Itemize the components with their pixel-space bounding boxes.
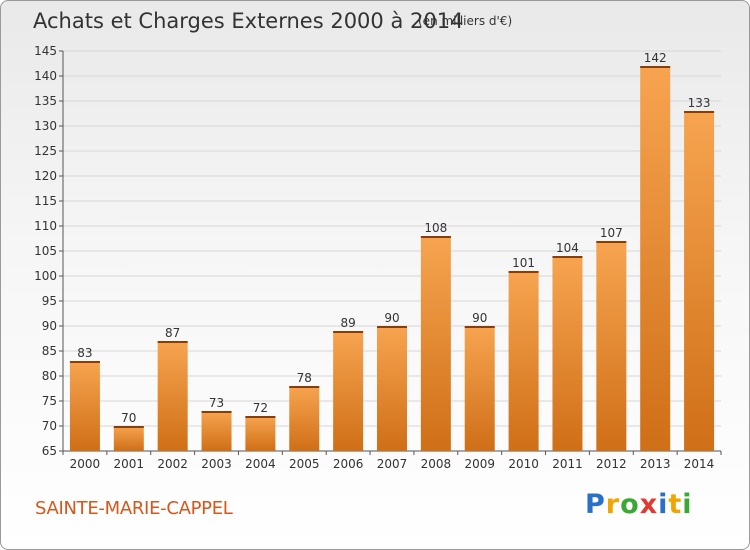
bar-top-edge [113,426,144,428]
proxiti-logo[interactable]: Proxiti [585,489,693,520]
value-label: 90 [384,311,399,325]
x-tick-label: 2008 [421,457,452,471]
value-label: 108 [424,221,447,235]
y-tick-label: 65 [42,444,57,458]
logo-letter: i [658,489,669,520]
bar-top-edge [245,416,276,418]
logo-letter: x [639,489,659,520]
value-label: 78 [297,371,312,385]
y-tick-label: 80 [42,369,57,383]
bar-top-edge [552,256,583,258]
y-tick-label: 75 [42,394,57,408]
y-tick-label: 120 [34,169,57,183]
value-label: 83 [77,346,92,360]
bar-2007 [377,326,407,451]
y-tick-label: 115 [34,194,57,208]
bar-2004 [245,416,276,451]
logo-letter: o [620,489,640,520]
bars [69,66,715,451]
bar-2011 [552,256,583,451]
bar-top-edge [508,271,539,273]
y-tick-label: 105 [34,244,57,258]
x-tick-label: 2006 [333,457,364,471]
labels: 83 2000 70 2001 87 2002 73 2003 72 2004 78 2005 89 20… [70,51,715,471]
bar-2006 [333,331,364,451]
bar-top-edge [684,111,715,113]
bar-top-edge [377,326,407,328]
y-tick-label: 85 [42,344,57,358]
logo-letter: t [668,489,683,520]
x-tick-label: 2001 [114,457,145,471]
x-tick-label: 2012 [596,457,627,471]
value-label: 89 [340,316,355,330]
chart-title: Achats et Charges Externes 2000 à 2014 [33,9,464,33]
value-label: 90 [472,311,487,325]
bar-2001 [113,426,144,451]
x-tick-label: 2009 [464,457,495,471]
value-label: 87 [165,326,180,340]
bar-2005 [289,386,320,451]
y-tick-label: 70 [42,419,57,433]
y-tick-label: 125 [34,144,57,158]
bar-2008 [420,236,451,451]
bar-top-edge [157,341,188,343]
x-tick-label: 2004 [245,457,276,471]
x-tick-label: 2003 [201,457,232,471]
logo-letter: P [585,489,606,520]
value-label: 104 [556,241,579,255]
bar-top-edge [640,66,671,68]
bar-2013 [640,66,671,451]
bar-2003 [201,411,232,451]
bar-2009 [464,326,495,451]
y-tick-label: 145 [34,44,57,58]
value-label: 73 [209,396,224,410]
bar-2012 [596,241,627,451]
bar-top-edge [69,361,100,363]
y-tick-label: 130 [34,119,57,133]
value-label: 142 [644,51,667,65]
x-tick-label: 2000 [70,457,101,471]
bar-top-edge [420,236,451,238]
y-tick-label: 95 [42,294,57,308]
bar-top-edge [333,331,364,333]
x-tick-label: 2011 [552,457,583,471]
chart-unit: (en milliers d'€) [418,14,513,28]
value-label: 101 [512,256,535,270]
value-label: 133 [688,96,711,110]
x-tick-label: 2007 [377,457,408,471]
x-tick-label: 2002 [157,457,188,471]
bar-2014 [684,111,715,451]
bar-top-edge [289,386,320,388]
value-label: 70 [121,411,136,425]
x-tick-label: 2005 [289,457,320,471]
bar-top-edge [464,326,495,328]
y-tick-label: 90 [42,319,57,333]
x-tick-label: 2013 [640,457,671,471]
bar-top-edge [201,411,232,413]
y-tick-label: 140 [34,69,57,83]
commune-name: SAINTE-MARIE-CAPPEL [35,498,233,519]
bar-top-edge [596,241,627,243]
value-label: 107 [600,226,623,240]
value-label: 72 [253,401,268,415]
bar-2000 [69,361,100,451]
y-tick-label: 100 [34,269,57,283]
logo-letter: r [605,489,621,520]
x-tick-label: 2014 [684,457,715,471]
y-tick-label: 110 [34,219,57,233]
y-tick-label: 135 [34,94,57,108]
bar-2010 [508,271,539,451]
bar-2002 [157,341,188,451]
logo-letter: i [682,489,693,520]
x-tick-label: 2010 [508,457,539,471]
